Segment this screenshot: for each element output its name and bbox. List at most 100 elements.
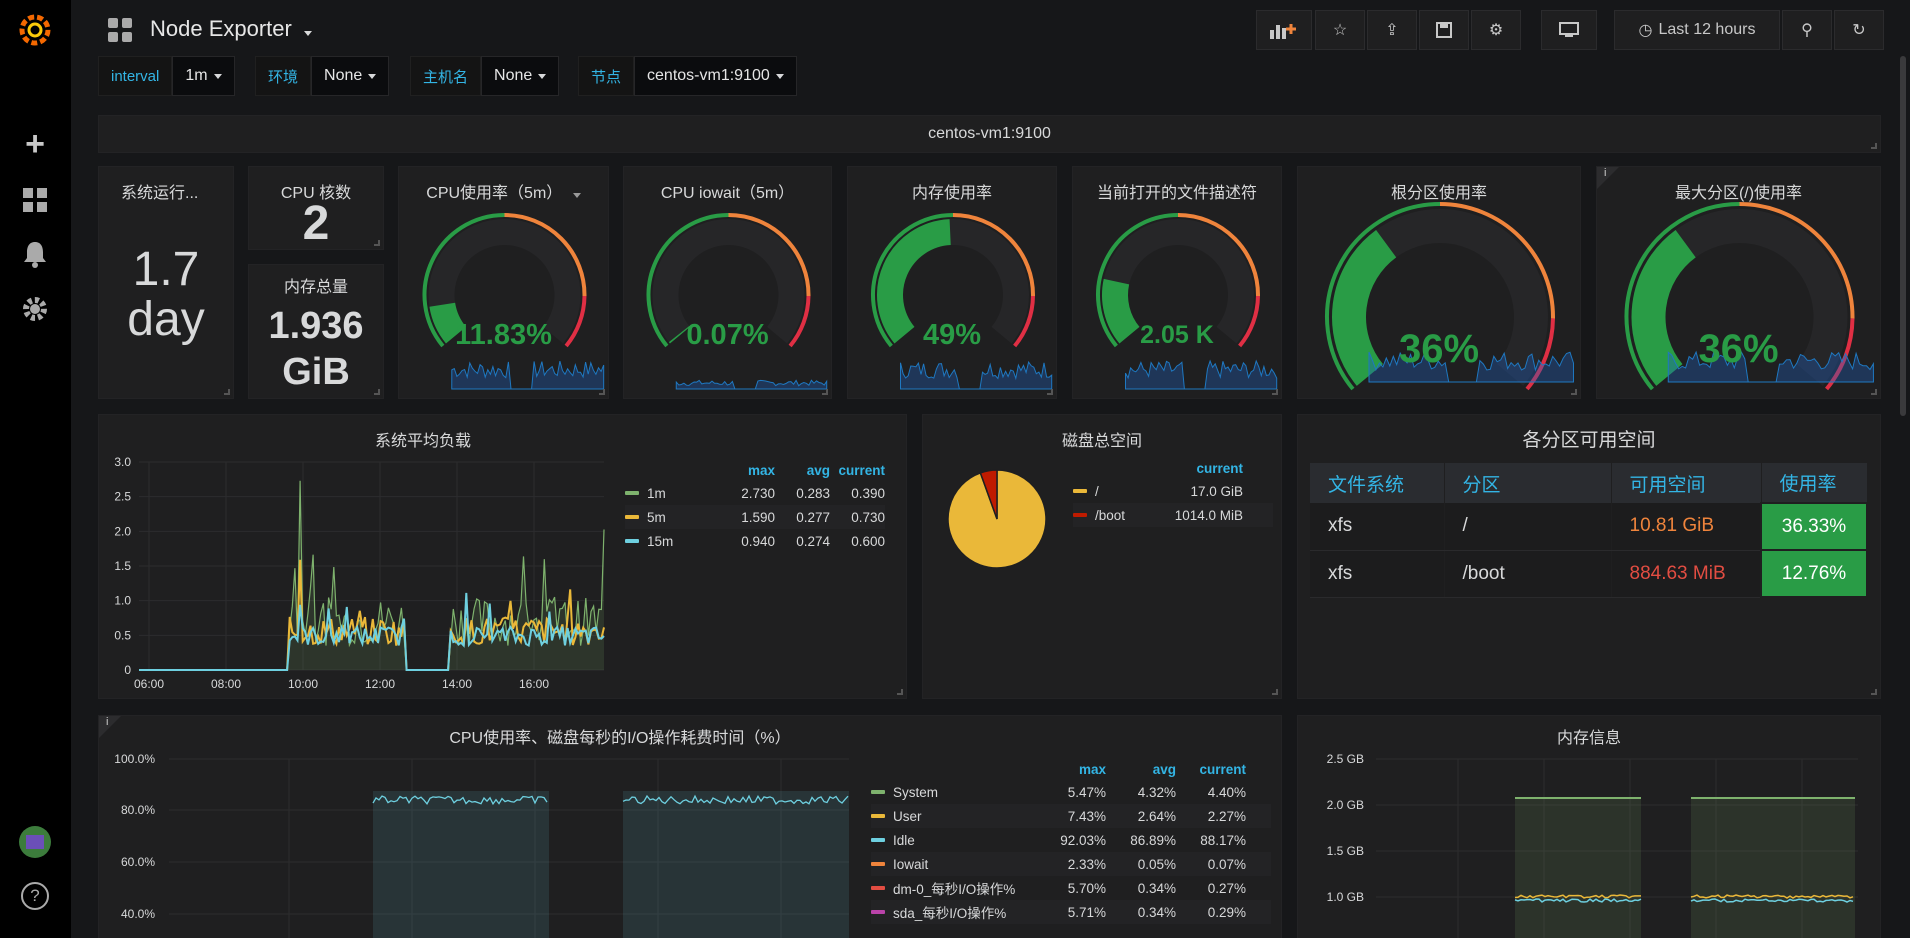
legend-item[interactable]: Idle 92.03% 86.89% 88.17% (871, 828, 1271, 852)
var-env-select[interactable]: None (311, 56, 390, 96)
panel-title: 最大分区(/)使用率 (1674, 185, 1803, 202)
legend-item[interactable]: sda_每秒I/O操作% 5.71% 0.34% 0.29% (871, 900, 1271, 924)
resize-handle[interactable] (1272, 389, 1278, 395)
panel-title: 内存使用率 (911, 185, 992, 202)
resize-handle[interactable] (822, 389, 828, 395)
info-icon[interactable]: i (1604, 167, 1607, 179)
resize-handle[interactable] (1871, 143, 1877, 149)
panel-title: 内存总量 (283, 279, 348, 296)
share-button[interactable]: ⇪ (1367, 10, 1417, 50)
refresh-button[interactable]: ↻ (1834, 10, 1884, 50)
info-corner[interactable] (99, 716, 121, 738)
add-panel-button[interactable] (1256, 10, 1312, 50)
info-corner[interactable] (1597, 167, 1619, 189)
cell-fs: xfs (1310, 550, 1445, 598)
resize-handle[interactable] (224, 389, 230, 395)
resize-handle[interactable] (374, 389, 380, 395)
legend-header-avg: avg (1152, 761, 1176, 777)
gauge-threshold-ok (1325, 202, 1441, 391)
series-color-swatch[interactable] (871, 790, 885, 794)
legend-item[interactable]: 5m 1.590 0.277 0.730 (625, 505, 885, 529)
legend-item[interactable]: System 5.47% 4.32% 4.40% (871, 780, 1271, 804)
help-icon[interactable]: ? (17, 878, 53, 914)
series-color-swatch[interactable] (625, 491, 639, 495)
column-header[interactable]: 使用率 (1761, 463, 1868, 503)
cell-mount: /boot (1444, 550, 1612, 598)
resize-handle[interactable] (1871, 689, 1877, 695)
var-node-select[interactable]: centos-vm1:9100 (634, 56, 797, 96)
gauge-chart (1096, 213, 1278, 390)
gauge-value: 2.05 K (1140, 321, 1214, 349)
series-color-swatch[interactable] (871, 862, 885, 866)
legend-max: 2.730 (741, 485, 775, 501)
plus-icon[interactable]: + (25, 124, 45, 163)
series-color-swatch[interactable] (625, 515, 639, 519)
column-header[interactable]: 文件系统 (1310, 463, 1445, 503)
avatar[interactable] (17, 824, 53, 860)
zoom-out-button[interactable]: ⚲ (1782, 10, 1832, 50)
var-env-label: 环境 (255, 56, 312, 96)
series-color-swatch[interactable] (1073, 489, 1087, 493)
mem-chart[interactable]: 500 MiB 1.0 GB 1.5 GB 2.0 GB 2.5 GB (1298, 716, 1882, 938)
panel-title[interactable]: CPU使用率（5m） (399, 179, 608, 203)
panel-system-load: 系统平均负载 0 0.5 1.0 1.5 2.0 2.5 3.0 06:00 08:00 10:0… (98, 414, 907, 699)
resize-handle[interactable] (1871, 389, 1877, 395)
legend-name: /boot (1095, 507, 1126, 523)
legend-current: 0.27% (1207, 880, 1246, 896)
save-button[interactable] (1419, 10, 1469, 50)
resize-handle[interactable] (897, 689, 903, 695)
legend-rows: System 5.47% 4.32% 4.40% User 7.43% 2.64% 2.27%… (871, 780, 1271, 924)
legend-item[interactable]: 1m 2.730 0.283 0.390 (625, 481, 885, 505)
row-header[interactable]: centos-vm1:9100 (98, 115, 1881, 153)
series-area (1691, 798, 1855, 938)
gear-icon[interactable] (17, 291, 53, 327)
time-picker-button[interactable]: ◷ Last 12 hours (1614, 10, 1780, 50)
dashboard-title[interactable]: Node Exporter (150, 16, 312, 42)
column-header[interactable]: 分区 (1444, 463, 1612, 503)
settings-button[interactable]: ⚙ (1471, 10, 1521, 50)
legend-max: 5.47% (1067, 784, 1106, 800)
bell-icon[interactable] (17, 236, 53, 272)
dashboards-icon[interactable] (17, 182, 53, 218)
legend-item[interactable]: /boot 1014.0 MiB (1073, 503, 1273, 527)
series-color-swatch[interactable] (871, 910, 885, 914)
resize-handle[interactable] (374, 240, 380, 246)
legend-item[interactable]: Iowait 2.33% 0.05% 0.07% (871, 852, 1271, 876)
resize-handle[interactable] (1571, 389, 1577, 395)
series-color-swatch[interactable] (871, 886, 885, 890)
resize-handle[interactable] (599, 389, 605, 395)
legend-current: 2.27% (1207, 808, 1246, 824)
cpu-io-chart[interactable]: 40.0% 60.0% 80.0% 100.0% (99, 716, 859, 938)
series-color-swatch[interactable] (871, 814, 885, 818)
legend-header: max avg current (871, 758, 1271, 780)
var-interval-select[interactable]: 1m (172, 56, 235, 96)
grafana-logo-icon[interactable] (17, 12, 53, 48)
series-color-swatch[interactable] (871, 838, 885, 842)
panel-gauge-cpu: CPU使用率（5m） 11.83% (398, 166, 609, 399)
series-color-swatch[interactable] (625, 539, 639, 543)
resize-handle[interactable] (1272, 689, 1278, 695)
tv-mode-button[interactable] (1541, 10, 1597, 50)
resize-handle[interactable] (1047, 389, 1053, 395)
info-icon[interactable]: i (106, 716, 109, 728)
y-tick-label: 40.0% (121, 907, 155, 921)
gauge-threshold-ok (1624, 202, 1740, 391)
y-tick-label: 1.5 (114, 559, 131, 573)
legend-item[interactable]: 15m 0.940 0.274 0.600 (625, 529, 885, 553)
load-legend: max avg current 1m 2.730 0.283 0.390 5m 1.590 0… (625, 459, 885, 553)
disk-pie-chart[interactable] (937, 459, 1057, 579)
star-button[interactable]: ☆ (1315, 10, 1365, 50)
load-chart[interactable]: 0 0.5 1.0 1.5 2.0 2.5 3.0 06:00 08:00 10:00 12:00 1… (99, 415, 619, 695)
series-color-swatch[interactable] (1073, 513, 1087, 517)
legend-item[interactable]: dm-0_每秒I/O操作% 5.70% 0.34% 0.27% (871, 876, 1271, 900)
column-header[interactable]: 可用空间 (1611, 463, 1762, 503)
y-tick-label: 100.0% (114, 752, 155, 766)
legend-avg: 0.34% (1137, 904, 1176, 920)
legend-current: 0.07% (1207, 856, 1246, 872)
scrollbar[interactable] (1900, 56, 1906, 416)
gauge-value: 49% (922, 319, 982, 351)
panel-title: CPU iowait（5m） (660, 185, 795, 202)
legend-item[interactable]: / 17.0 GiB (1073, 479, 1273, 503)
var-hostname-select[interactable]: None (481, 56, 560, 96)
legend-item[interactable]: User 7.43% 2.64% 2.27% (871, 804, 1271, 828)
